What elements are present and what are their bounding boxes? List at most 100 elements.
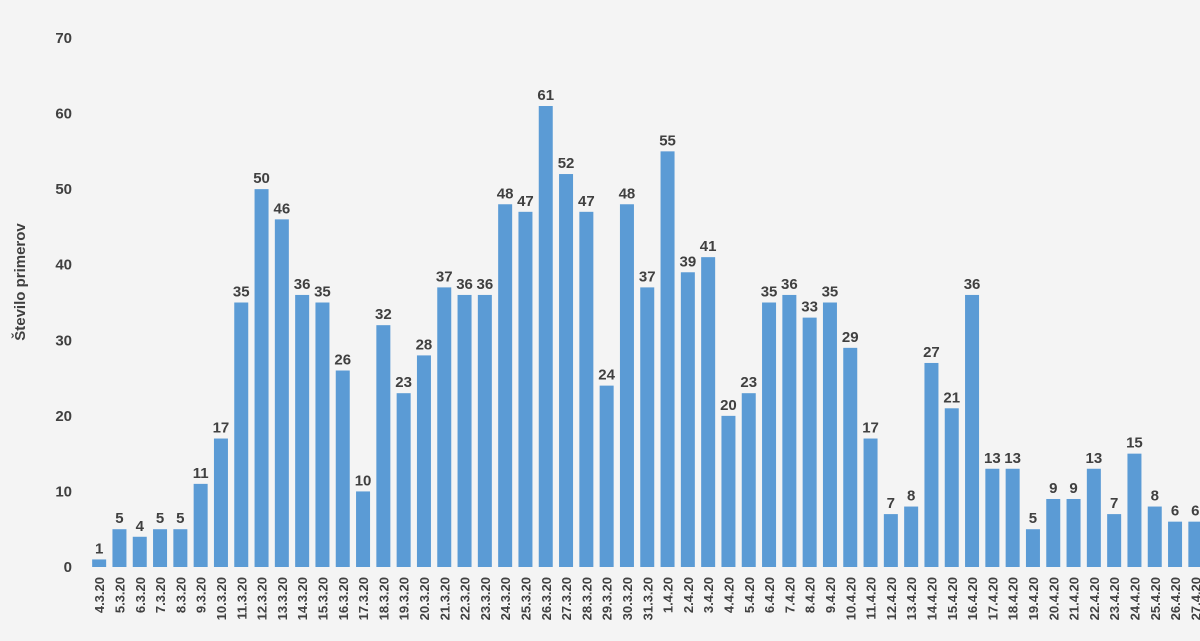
x-tick-label: 4.4.20 xyxy=(721,577,736,613)
data-label: 32 xyxy=(375,306,392,323)
bar xyxy=(680,272,695,567)
x-tick-label: 13.4.20 xyxy=(904,577,919,620)
bar xyxy=(883,514,898,567)
y-tick-label: 10 xyxy=(55,483,72,500)
bar xyxy=(904,506,919,567)
bar xyxy=(762,302,777,567)
data-label: 13 xyxy=(1086,450,1103,467)
x-tick-label: 3.4.20 xyxy=(701,577,716,613)
bar xyxy=(1107,514,1122,567)
data-label: 52 xyxy=(558,155,575,172)
data-label: 26 xyxy=(334,352,351,369)
bar xyxy=(518,211,533,568)
bar xyxy=(640,287,655,567)
data-label: 11 xyxy=(193,465,209,482)
data-label: 24 xyxy=(598,367,615,384)
x-tick-label: 26.4.20 xyxy=(1168,577,1183,620)
bar xyxy=(416,355,431,567)
bar xyxy=(92,559,107,567)
data-label: 47 xyxy=(517,193,534,210)
bar xyxy=(437,287,452,567)
y-tick-label: 70 xyxy=(55,30,72,47)
data-label: 27 xyxy=(923,344,940,361)
data-label: 35 xyxy=(233,284,250,301)
data-label: 4 xyxy=(136,518,145,535)
data-label: 23 xyxy=(395,374,412,391)
x-tick-label: 23.4.20 xyxy=(1107,577,1122,620)
x-tick-label: 6.3.20 xyxy=(133,577,148,613)
x-tick-label: 15.3.20 xyxy=(315,577,330,620)
bar xyxy=(1188,521,1200,567)
x-tick-label: 22.3.20 xyxy=(458,577,473,620)
x-tick-label: 27.4.20 xyxy=(1188,577,1200,620)
bar xyxy=(701,257,716,567)
bars xyxy=(92,106,1200,568)
x-tick-label: 8.4.20 xyxy=(803,577,818,613)
bar xyxy=(234,302,249,567)
data-label: 7 xyxy=(1110,495,1118,512)
bar xyxy=(132,536,147,567)
x-tick-label: 2.4.20 xyxy=(681,577,696,613)
x-tick-label: 14.4.20 xyxy=(924,577,939,620)
data-label: 7 xyxy=(887,495,895,512)
x-tick-label: 21.4.20 xyxy=(1067,577,1082,620)
bar xyxy=(295,294,310,567)
x-tick-label: 10.4.20 xyxy=(843,577,858,620)
data-label: 6 xyxy=(1191,503,1199,520)
x-tick-label: 19.4.20 xyxy=(1026,577,1041,620)
x-tick-label: 11.3.20 xyxy=(234,577,249,620)
bar xyxy=(213,438,228,567)
y-tick-label: 50 xyxy=(55,181,72,198)
data-label: 17 xyxy=(862,420,879,437)
bar xyxy=(599,385,614,567)
bar xyxy=(863,438,878,567)
x-tick-label: 24.3.20 xyxy=(498,577,513,620)
data-label: 15 xyxy=(1126,435,1143,452)
bar xyxy=(153,529,168,567)
data-label: 35 xyxy=(822,284,839,301)
x-tick-label: 18.4.20 xyxy=(1006,577,1021,620)
x-tick-label: 21.3.20 xyxy=(437,577,452,620)
x-tick-label: 22.4.20 xyxy=(1087,577,1102,620)
x-tick-label: 25.3.20 xyxy=(518,577,533,620)
data-label: 10 xyxy=(355,472,372,489)
x-tick-label: 17.4.20 xyxy=(985,577,1000,620)
y-axis-label: Število primerov xyxy=(11,223,29,341)
bar xyxy=(376,325,391,567)
bar xyxy=(112,529,127,567)
bar xyxy=(741,393,756,567)
x-tick-label: 19.3.20 xyxy=(397,577,412,620)
data-label: 13 xyxy=(1004,450,1021,467)
data-label: 6 xyxy=(1171,503,1179,520)
x-tick-label: 9.3.20 xyxy=(194,577,209,613)
data-label: 61 xyxy=(537,87,554,104)
bar xyxy=(1168,521,1183,567)
data-label: 36 xyxy=(477,276,494,293)
y-axis-ticks: 0 10 20 30 40 50 60 70 xyxy=(55,30,72,576)
y-tick-label: 0 xyxy=(64,559,72,576)
x-tick-label: 7.3.20 xyxy=(153,577,168,613)
data-label: 37 xyxy=(436,268,453,285)
bar xyxy=(721,415,736,567)
x-tick-label: 13.3.20 xyxy=(275,577,290,620)
x-tick-label: 15.4.20 xyxy=(945,577,960,620)
data-label: 50 xyxy=(253,170,270,187)
bar xyxy=(457,294,472,567)
data-label: 9 xyxy=(1049,480,1057,497)
x-tick-label: 5.4.20 xyxy=(742,577,757,613)
bar xyxy=(822,302,837,567)
data-label: 48 xyxy=(619,185,636,202)
x-tick-label: 20.3.20 xyxy=(417,577,432,620)
bar xyxy=(315,302,330,567)
data-label: 5 xyxy=(1029,510,1037,527)
x-tick-label: 8.3.20 xyxy=(173,577,188,613)
data-label: 13 xyxy=(984,450,1001,467)
x-tick-label: 5.3.20 xyxy=(112,577,127,613)
data-label: 23 xyxy=(740,374,757,391)
x-tick-label: 7.4.20 xyxy=(782,577,797,613)
data-label: 5 xyxy=(156,510,164,527)
y-tick-label: 30 xyxy=(55,332,72,349)
x-tick-label: 10.3.20 xyxy=(214,577,229,620)
